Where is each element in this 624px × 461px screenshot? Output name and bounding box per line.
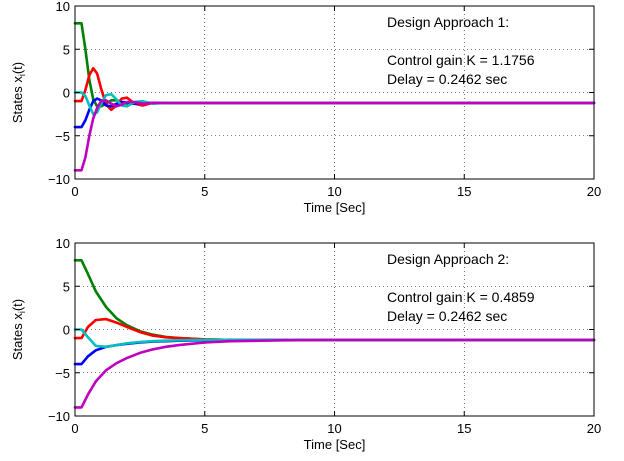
- bottom-annotation-title: Design Approach 2:: [387, 251, 509, 267]
- bottom-y-tick-label: 0: [63, 323, 70, 338]
- bottom-x-tick-label: 20: [587, 421, 601, 436]
- top-y-tick-label: 10: [56, 0, 70, 14]
- top-panel: 0 5 10 15 20 −10 −5 0 5 10 Time [Sec] States xi(t…: [10, 0, 601, 215]
- bottom-y-tick-label: −10: [48, 409, 70, 424]
- bottom-y-label-tail: (t): [10, 299, 25, 311]
- top-x-tick-label: 0: [71, 184, 78, 199]
- top-y-tick-label: −5: [55, 129, 70, 144]
- bottom-x-tick-label: 5: [201, 421, 208, 436]
- top-annotation-title: Design Approach 1:: [387, 14, 509, 30]
- bottom-series-line-4: [73, 328, 596, 349]
- top-x-tick-label: 20: [587, 184, 601, 199]
- top-y-tick-label: 0: [63, 86, 70, 101]
- top-y-tick-label: 5: [63, 42, 70, 57]
- bottom-x-tick-label: 15: [457, 421, 471, 436]
- top-y-axis-label: States xi(t): [10, 62, 27, 123]
- top-tick-labels: 0 5 10 15 20 −10 −5 0 5 10: [48, 0, 601, 199]
- top-x-axis-label: Time [Sec]: [304, 200, 366, 215]
- bottom-panel: 0 5 10 15 20 −10 −5 0 5 10 Time [Sec] States xi(t…: [10, 236, 601, 452]
- top-y-label-sub: i: [17, 74, 27, 76]
- top-axes-frame: [74, 5, 595, 180]
- bottom-x-tick-label: 10: [327, 421, 341, 436]
- top-grid: [75, 6, 594, 179]
- bottom-annotation-gain: Control gain K = 0.4859: [387, 289, 535, 305]
- top-y-tick-label: −10: [48, 172, 70, 187]
- bottom-y-tick-label: 5: [63, 279, 70, 294]
- top-x-tick-label: 15: [457, 184, 471, 199]
- top-annotation-delay: Delay = 0.2462 sec: [387, 71, 507, 87]
- top-tick-marks: [74, 5, 595, 180]
- bottom-series-line-5: [73, 338, 596, 409]
- bottom-axes-frame: [74, 242, 595, 417]
- bottom-y-tick-label: −5: [55, 366, 70, 381]
- bottom-grid: [75, 243, 594, 416]
- bottom-tick-marks: [74, 242, 595, 417]
- bottom-y-label-sub: i: [17, 311, 27, 313]
- bottom-tick-labels: 0 5 10 15 20 −10 −5 0 5 10: [48, 236, 601, 436]
- top-y-label-main: States x: [10, 76, 25, 123]
- top-series-line-5: [73, 99, 596, 172]
- bottom-x-tick-label: 0: [71, 421, 78, 436]
- top-x-tick-label: 10: [327, 184, 341, 199]
- bottom-series-line-2: [73, 317, 596, 342]
- bottom-series-lines: [73, 258, 596, 409]
- top-y-label-tail: (t): [10, 62, 25, 74]
- bottom-y-tick-label: 10: [56, 236, 70, 251]
- top-annotation-gain: Control gain K = 1.1756: [387, 52, 535, 68]
- bottom-x-axis-label: Time [Sec]: [304, 437, 366, 452]
- bottom-y-label-main: States x: [10, 313, 25, 360]
- top-series-lines: [73, 21, 596, 172]
- top-x-tick-label: 5: [201, 184, 208, 199]
- bottom-annotation-delay: Delay = 0.2462 sec: [387, 308, 507, 324]
- bottom-y-axis-label: States xi(t): [10, 299, 27, 360]
